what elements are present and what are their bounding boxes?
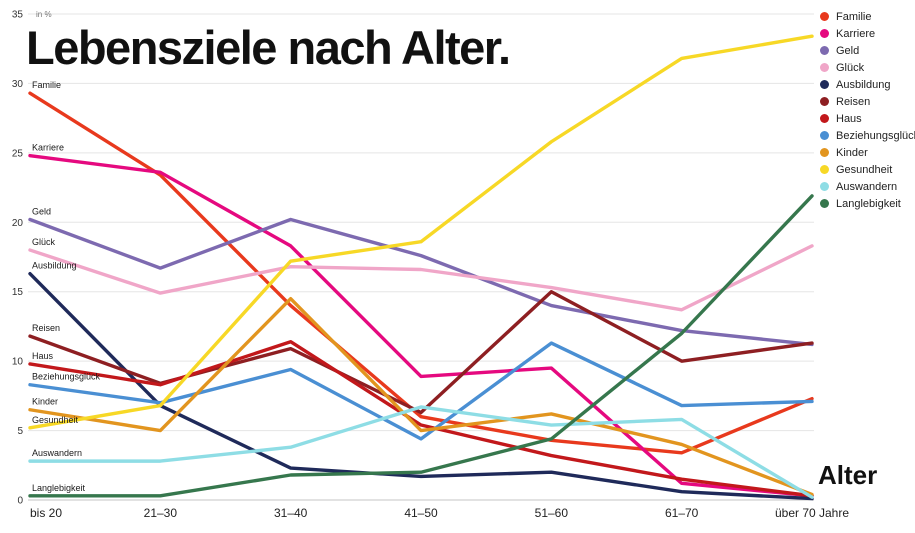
y-tick-label: 35 xyxy=(12,10,24,21)
series-line-Glück xyxy=(28,244,814,312)
series-start-label: Beziehungsglück xyxy=(32,372,101,382)
legend-item: Geld xyxy=(820,42,915,59)
series-line-Beziehungsglück xyxy=(28,341,814,441)
legend-label: Auswandern xyxy=(836,180,898,193)
y-tick-label: 10 xyxy=(12,357,24,368)
legend-dot xyxy=(820,29,829,38)
x-tick-label: 21–30 xyxy=(144,506,178,520)
legend-dot xyxy=(820,148,829,157)
legend-label: Langlebigkeit xyxy=(836,197,901,210)
x-tick-label: über 70 Jahre xyxy=(775,506,849,520)
y-tick-label: 0 xyxy=(17,496,23,507)
y-tick-label: 15 xyxy=(12,287,24,298)
series-line-Haus xyxy=(28,340,814,498)
legend-item: Kinder xyxy=(820,144,915,161)
legend-dot xyxy=(820,63,829,72)
series-start-label: Reisen xyxy=(32,323,60,333)
x-axis-title: Alter xyxy=(818,460,878,490)
legend-item: Karriere xyxy=(820,25,915,42)
series-start-label: Auswandern xyxy=(32,448,82,458)
series-line-Familie xyxy=(28,91,814,455)
y-axis-unit-label: in % xyxy=(36,10,52,19)
legend-dot xyxy=(820,46,829,55)
legend-label: Glück xyxy=(836,61,865,74)
x-tick-label: 51–60 xyxy=(535,506,569,520)
series-start-label: Ausbildung xyxy=(32,261,77,271)
series-start-label: Familie xyxy=(32,80,61,90)
legend-dot xyxy=(820,199,829,208)
series-line-Langlebigkeit xyxy=(28,194,814,498)
legend-dot xyxy=(820,12,829,21)
x-tick-label: 31–40 xyxy=(274,506,308,520)
y-tick-label: 20 xyxy=(12,218,24,229)
legend-item: Ausbildung xyxy=(820,76,915,93)
legend-label: Ausbildung xyxy=(836,78,891,91)
series-start-label: Langlebigkeit xyxy=(32,483,86,493)
series-line-Auswandern xyxy=(28,405,814,499)
legend: Familie Karriere Geld Glück Ausbildung Reisen… xyxy=(820,8,915,212)
series-start-label: Kinder xyxy=(32,397,58,407)
x-tick-label: bis 20 xyxy=(30,506,62,520)
legend-dot xyxy=(820,165,829,174)
legend-dot xyxy=(820,131,829,140)
legend-label: Familie xyxy=(836,10,872,23)
series-line-Gesundheit xyxy=(28,34,814,430)
legend-label: Haus xyxy=(836,112,862,125)
legend-item: Beziehungsglück xyxy=(820,127,915,144)
y-tick-label: 25 xyxy=(12,148,24,159)
series-line-Kinder xyxy=(28,296,814,497)
legend-label: Geld xyxy=(836,44,860,57)
series-start-label: Glück xyxy=(32,237,56,247)
series-line-Geld xyxy=(28,217,814,347)
series-start-label: Karriere xyxy=(32,143,64,153)
legend-item: Reisen xyxy=(820,93,915,110)
legend-dot xyxy=(820,114,829,123)
legend-item: Auswandern xyxy=(820,178,915,195)
legend-item: Familie xyxy=(820,8,915,25)
x-tick-label: 61–70 xyxy=(665,506,699,520)
legend-dot xyxy=(820,182,829,191)
series-start-label: Gesundheit xyxy=(32,415,79,425)
series-start-label: Haus xyxy=(32,351,54,361)
series-start-label: Geld xyxy=(32,207,51,217)
legend-label: Karriere xyxy=(836,27,876,40)
legend-item: Langlebigkeit xyxy=(820,195,915,212)
legend-item: Haus xyxy=(820,110,915,127)
x-tick-label: 41–50 xyxy=(404,506,438,520)
legend-label: Gesundheit xyxy=(836,163,893,176)
legend-label: Beziehungsglück xyxy=(836,129,915,142)
y-tick-label: 5 xyxy=(17,426,23,437)
legend-label: Kinder xyxy=(836,146,868,159)
legend-item: Gesundheit xyxy=(820,161,915,178)
chart-title: Lebensziele nach Alter. xyxy=(26,21,511,74)
legend-label: Reisen xyxy=(836,95,871,108)
legend-dot xyxy=(820,80,829,89)
legend-item: Glück xyxy=(820,59,915,76)
legend-dot xyxy=(820,97,829,106)
series-line-Karriere xyxy=(28,153,814,498)
y-tick-label: 30 xyxy=(12,79,24,90)
series-line-Ausbildung xyxy=(28,271,814,501)
